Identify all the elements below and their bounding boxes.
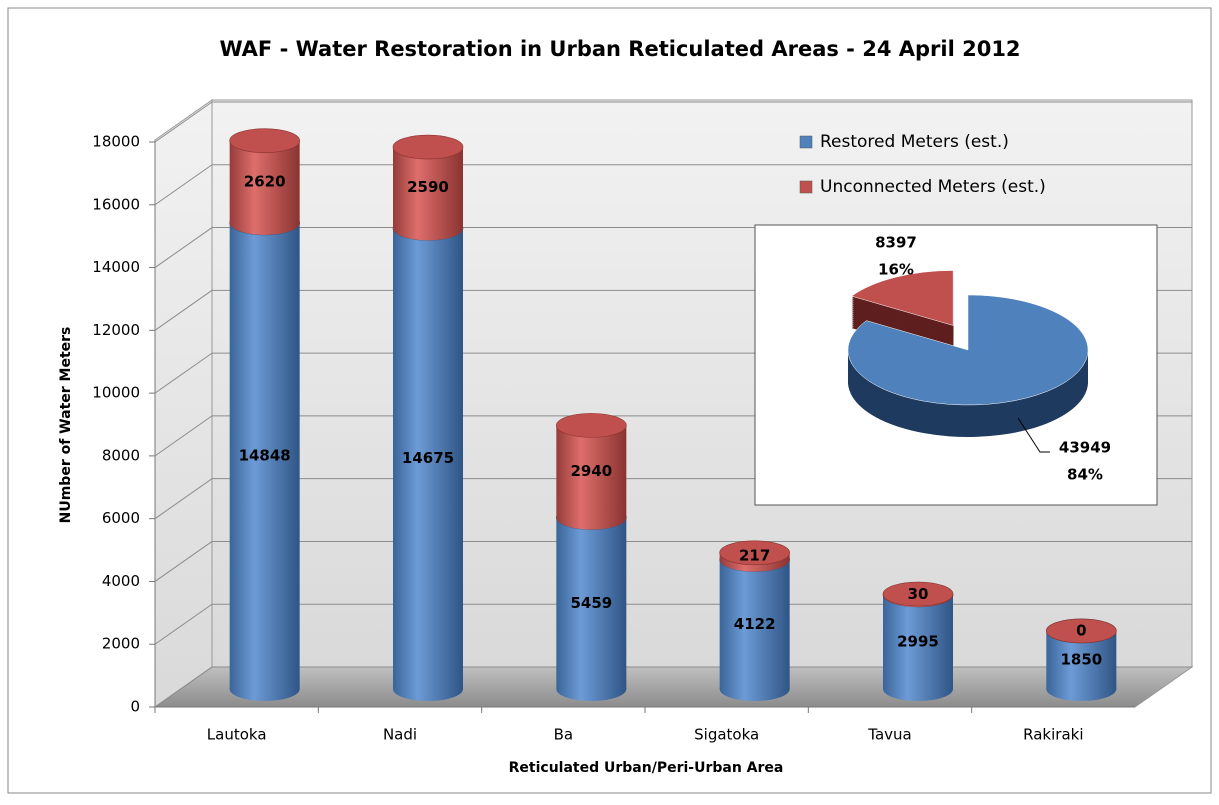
x-tick-label: Ba [554,726,573,744]
data-label: 217 [739,547,770,565]
pie: 43949 84% 8397 16% [847,234,1111,484]
y-tick-label: 4000 [102,572,140,590]
y-tick-label: 2000 [102,635,140,653]
grid-line [154,478,213,520]
leader-line [1017,417,1050,453]
pie-slice [851,270,954,326]
y-tick-label: 8000 [102,446,140,464]
y-tick-label: 10000 [92,384,140,402]
bar [556,517,627,689]
bar [229,140,300,223]
x-tick-label: Nadi [383,726,417,744]
bar [556,425,627,518]
bar-cap-top [882,581,954,607]
bar [719,559,790,689]
grid-line [154,603,213,645]
data-label: 2995 [897,632,939,650]
y-tick-label: 6000 [102,509,140,527]
data-label: 14675 [402,449,454,467]
bar-cap-top [719,540,790,566]
data-label: 5459 [570,594,612,612]
pie-value-label: 43949 [1059,439,1111,457]
bar-cap-top [556,413,627,438]
x-tick-label: Rakiraki [1023,726,1083,744]
grid-line [154,164,213,206]
data-label: 2620 [244,172,286,190]
side-wall [154,99,213,708]
y-tick-label: 0 [130,698,140,716]
bar [229,222,300,689]
legend: Restored Meters (est.) Unconnected Meters… [799,132,1046,197]
pie-slice [847,294,1089,406]
plot: 0 2000 4000 6000 8000 10000 12000 14000 16000 180… [92,101,1192,744]
y-tick-label: 18000 [92,133,140,151]
x-tick-label: Lautoka [207,726,267,744]
x-tick-label: Tavua [867,726,911,744]
bar-cap-top [392,134,464,160]
grid-line [154,666,213,708]
y-tick-label: 12000 [92,321,140,339]
y-axis-label: NUmber of Water Meters [58,327,74,524]
pie-share-label: 16% [878,261,914,279]
data-label: 14848 [239,446,291,464]
x-tick-label: Sigatoka [694,726,759,744]
data-label: 0 [1076,621,1086,639]
data-label: 4122 [734,615,776,633]
bar [883,594,953,689]
chart-title: WAF - Water Restoration in Urban Reticul… [219,37,1020,61]
bar-cap-top [229,128,300,153]
data-label: 2590 [407,178,449,196]
grid-line [154,352,213,394]
y-tick-label: 16000 [92,195,140,213]
legend-swatch [799,180,813,194]
grid-line [154,227,213,268]
data-label: 30 [908,585,929,603]
bar [393,147,463,229]
legend-swatch [799,135,813,149]
legend-label: Unconnected Meters (est.) [820,177,1046,197]
pie-value-label: 8397 [875,234,917,252]
grid-line [154,101,213,143]
legend-label: Restored Meters (est.) [820,132,1009,152]
bar-cap-top [1046,618,1117,644]
floor [153,666,1194,708]
data-label: 2940 [570,462,612,480]
grid-line [154,289,213,331]
pie-share-label: 84% [1067,466,1103,484]
grid-line [154,541,213,582]
x-axis-label: Reticulated Urban/Peri-Urban Area [509,760,784,776]
bar [393,228,463,690]
grid-line [154,415,213,457]
y-tick-label: 14000 [92,258,140,276]
data-label: 1850 [1060,650,1102,668]
